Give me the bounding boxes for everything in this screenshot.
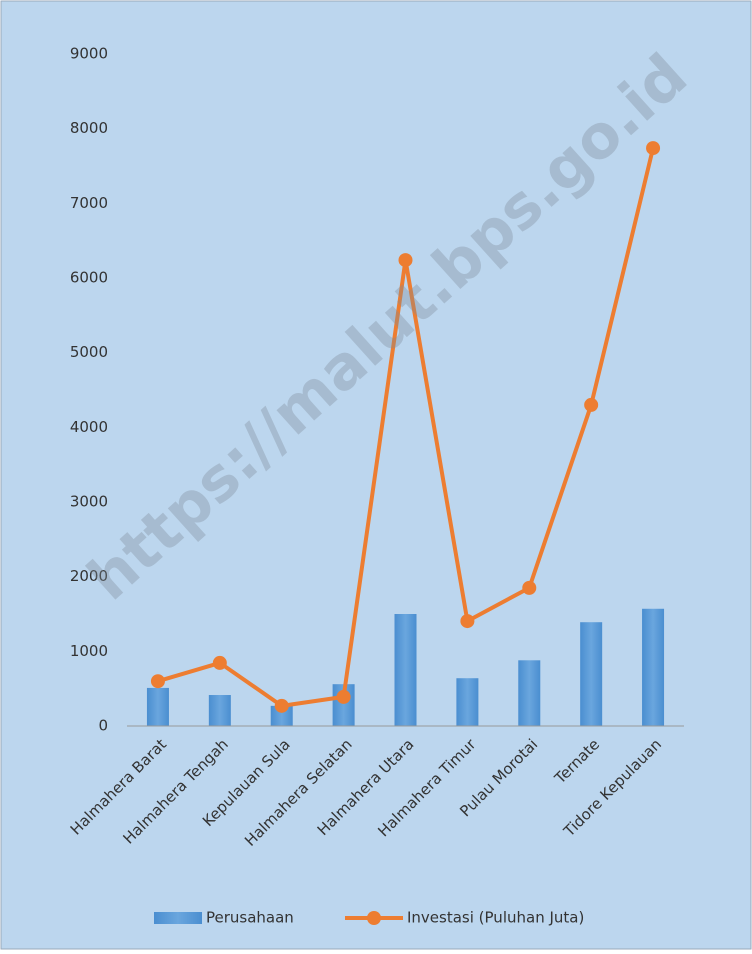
legend-marker — [367, 911, 381, 925]
y-tick-label: 4000 — [70, 418, 108, 436]
y-tick-label: 9000 — [70, 45, 108, 63]
legend-label: Investasi (Puluhan Juta) — [407, 909, 584, 927]
line-marker — [646, 141, 661, 156]
legend-label: Perusahaan — [206, 909, 294, 927]
bar — [456, 678, 479, 726]
y-tick-label: 1000 — [70, 642, 108, 660]
bar — [270, 705, 293, 726]
y-tick-label: 0 — [98, 717, 108, 735]
y-tick-label: 7000 — [70, 194, 108, 212]
line-marker — [398, 253, 413, 268]
bar — [208, 695, 231, 726]
y-tick-label: 5000 — [70, 343, 108, 361]
line-marker — [150, 674, 165, 689]
bar — [642, 608, 665, 726]
line-marker — [522, 580, 537, 595]
line-marker — [460, 614, 475, 629]
y-tick-label: 2000 — [70, 567, 108, 585]
bar — [394, 614, 417, 726]
y-tick-label: 3000 — [70, 493, 108, 511]
legend-swatch — [154, 912, 202, 924]
bar — [580, 622, 603, 726]
y-tick-label: 6000 — [70, 269, 108, 287]
line-marker — [212, 655, 227, 670]
bar — [146, 687, 169, 726]
line-marker — [336, 689, 351, 704]
line-marker — [274, 698, 289, 713]
y-tick-label: 8000 — [70, 119, 108, 137]
line-marker — [584, 397, 599, 412]
bar — [518, 660, 541, 726]
